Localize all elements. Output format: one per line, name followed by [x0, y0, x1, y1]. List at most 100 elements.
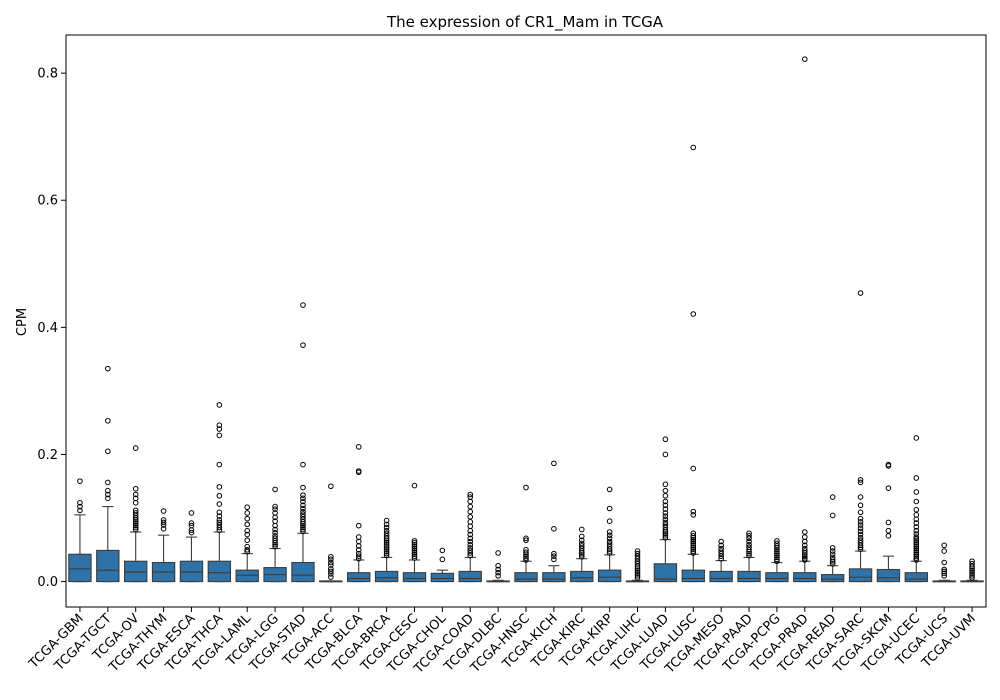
box-iqr [904, 572, 929, 583]
outlier-point [383, 530, 390, 537]
outlier-point [132, 485, 139, 492]
box-iqr [458, 570, 482, 583]
outlier-point [411, 553, 418, 559]
outlier-point [495, 562, 501, 569]
outlier-point [300, 484, 306, 491]
outlier-point [551, 460, 557, 467]
outlier-point [355, 538, 362, 545]
outlier-point [411, 543, 418, 550]
outlier-point [578, 543, 585, 549]
outlier-point [300, 522, 306, 529]
outlier-point [662, 519, 669, 526]
outlier-point [383, 545, 390, 551]
outlier-point [662, 531, 669, 537]
outlier-point [690, 540, 697, 547]
outlier-point [746, 550, 752, 557]
outlier-point [300, 498, 306, 505]
outlier-point [690, 550, 697, 556]
outlier-point [718, 538, 724, 545]
outlier-point [77, 499, 83, 506]
outlier-point [857, 522, 864, 528]
outlier-point [383, 524, 390, 531]
outlier-point [272, 506, 278, 512]
outlier-point [216, 426, 223, 432]
y-tick-label: 0.4 [37, 321, 58, 336]
outlier-point [551, 550, 557, 557]
outlier-point [216, 422, 223, 429]
box-iqr [709, 570, 733, 583]
outlier-point [188, 520, 195, 526]
outlier-point [160, 517, 167, 523]
outlier-point [578, 540, 585, 547]
outlier-point [885, 461, 892, 468]
outlier-point [662, 492, 669, 499]
outlier-point [328, 566, 334, 572]
outlier-point [941, 559, 947, 566]
box-iqr [430, 572, 455, 583]
outlier-point [523, 537, 529, 544]
outlier-point [857, 290, 864, 296]
outlier-point [467, 513, 474, 520]
outlier-point [662, 534, 669, 541]
outlier-point [467, 541, 474, 548]
box-iqr [681, 569, 705, 583]
outlier-point [829, 551, 836, 558]
outlier-point [857, 537, 864, 544]
outlier-point [690, 311, 697, 317]
outlier-point [160, 526, 167, 532]
outlier-point [411, 555, 418, 561]
outlier-point [690, 508, 697, 515]
outlier-point [300, 302, 306, 308]
outlier-point [662, 510, 669, 516]
chart-title: The expression of CR1_Mam in TCGA [386, 13, 664, 32]
outlier-point [132, 526, 139, 533]
box-iqr [374, 570, 399, 583]
outlier-point [801, 552, 808, 558]
outlier-point [77, 478, 83, 484]
box-iqr [68, 553, 92, 583]
outlier-point [383, 527, 390, 534]
outlier-point [523, 484, 529, 491]
y-tick-label: 0.8 [37, 67, 58, 82]
outlier-point [383, 541, 390, 547]
outlier-point [132, 499, 139, 506]
outlier-point [160, 508, 167, 514]
outlier-point [606, 486, 613, 493]
outlier-point [160, 519, 167, 526]
outlier-point [969, 560, 975, 567]
outlier-point [132, 522, 139, 529]
outlier-point [578, 533, 585, 540]
outlier-point [718, 548, 724, 554]
outlier-point [606, 541, 613, 547]
box-iqr [765, 572, 789, 583]
outlier-point [467, 545, 474, 551]
outlier-point [328, 568, 334, 575]
outlier-point [439, 547, 446, 554]
outlier-point [634, 550, 641, 557]
outlier-point [439, 556, 446, 563]
outlier-point [801, 56, 808, 62]
outlier-point [913, 475, 920, 481]
outlier-point [718, 545, 724, 552]
outlier-point [467, 523, 474, 530]
outlier-point [272, 518, 278, 525]
outlier-point [272, 535, 278, 542]
outlier-point [188, 529, 195, 536]
outlier-point [913, 527, 920, 534]
outlier-point [774, 552, 780, 559]
outlier-point [216, 432, 223, 439]
outlier-point [355, 534, 362, 540]
box-iqr [514, 572, 538, 583]
outlier-point [690, 544, 697, 551]
y-axis-label: CPM [15, 308, 30, 336]
outlier-point [411, 549, 418, 556]
outlier-point [300, 524, 306, 531]
outlier-point [913, 498, 920, 505]
outlier-point [801, 553, 808, 560]
outlier-point [885, 527, 892, 534]
box-iqr [347, 572, 371, 583]
box-iqr [597, 569, 622, 583]
outlier-point [606, 505, 613, 512]
outlier-point [355, 522, 362, 529]
outlier-point [857, 525, 864, 531]
